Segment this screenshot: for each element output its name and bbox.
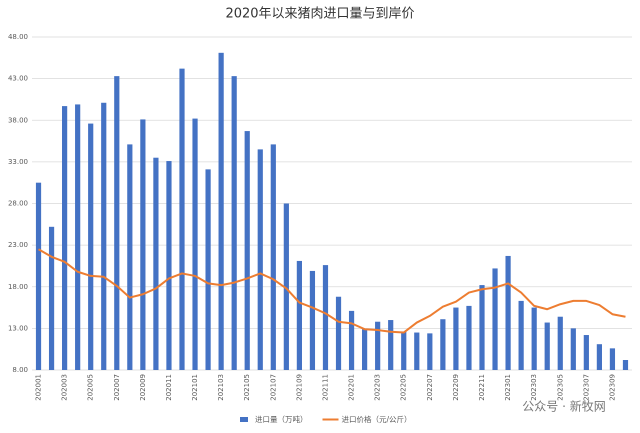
y-tick-label: 8.00: [12, 366, 28, 374]
bar: [492, 268, 498, 370]
bar: [179, 68, 185, 370]
bar: [544, 322, 550, 370]
x-tick-label: 202301: [504, 374, 512, 401]
bar: [166, 161, 172, 370]
y-tick-label: 43.00: [8, 75, 28, 83]
x-tick-label: 202211: [478, 374, 486, 401]
bar: [192, 118, 198, 371]
bar: [48, 226, 55, 370]
bar: [114, 76, 120, 370]
bar: [257, 149, 263, 370]
bar: [205, 169, 211, 370]
watermark: 公众号 · 新牧网: [522, 399, 605, 414]
x-tick-label: 202305: [556, 374, 564, 401]
x-tick-label: 202009: [139, 374, 147, 401]
x-tick-label: 202103: [217, 374, 225, 401]
bar: [622, 360, 629, 370]
bar: [244, 131, 250, 370]
x-tick-label: 202309: [608, 374, 616, 401]
bar: [388, 320, 394, 370]
bar: [101, 102, 107, 370]
y-tick-label: 28.00: [8, 200, 28, 208]
bar: [62, 106, 68, 370]
bar: [140, 119, 146, 370]
bar: [296, 260, 302, 370]
x-tick-label: 202101: [191, 374, 199, 401]
legend-label: 进口价格（元/公斤）: [342, 414, 412, 424]
bar: [609, 348, 616, 370]
legend-swatch: [240, 417, 248, 422]
bar: [596, 344, 602, 370]
bar: [518, 300, 524, 370]
x-tick-label: 202109: [295, 374, 303, 401]
x-tick-label: 202007: [113, 374, 121, 401]
bar: [283, 203, 289, 370]
bar: [322, 265, 329, 370]
legend-label: 进口量（万吨）: [255, 414, 308, 424]
x-tick-label: 202203: [374, 374, 382, 401]
x-tick-label: 202111: [321, 374, 329, 401]
bar: [270, 144, 276, 370]
y-tick-label: 38.00: [8, 116, 28, 124]
chart-title: 2020年以来猪肉进口量与到岸价: [225, 7, 414, 22]
bar: [427, 333, 433, 370]
bar: [153, 157, 159, 370]
bar: [453, 307, 459, 370]
y-tick-label: 33.00: [8, 158, 28, 166]
x-tick-label: 202105: [243, 374, 251, 401]
bar: [231, 76, 237, 370]
y-tick-label: 18.00: [8, 283, 28, 291]
line: [38, 248, 626, 334]
bar: [309, 270, 316, 370]
bar: [557, 316, 563, 370]
bar: [531, 307, 537, 370]
bar: [88, 123, 94, 370]
bar: [466, 305, 472, 370]
bar: [335, 296, 342, 370]
bar: [401, 331, 407, 370]
bar: [348, 310, 355, 370]
y-tick-label: 48.00: [8, 33, 28, 41]
bar: [35, 182, 42, 370]
y-tick-label: 23.00: [8, 241, 28, 249]
bar: [75, 104, 81, 371]
bar: [414, 332, 420, 370]
x-tick-label: 202303: [530, 374, 538, 401]
bar: [127, 144, 133, 370]
x-tick-label: 202005: [87, 374, 95, 401]
bar: [583, 335, 589, 370]
bar: [570, 328, 576, 370]
bar: [479, 285, 485, 370]
bar: [505, 255, 511, 370]
bar: [218, 52, 224, 370]
x-tick-label: 202209: [452, 374, 460, 401]
x-tick-label: 202205: [400, 374, 408, 401]
x-tick-label: 202107: [269, 374, 277, 401]
x-tick-label: 202201: [348, 374, 356, 401]
bar: [440, 319, 446, 370]
x-tick-label: 202307: [582, 374, 590, 401]
bar: [375, 321, 381, 370]
x-tick-label: 202011: [165, 374, 173, 401]
x-tick-label: 202207: [426, 374, 434, 401]
y-tick-label: 13.00: [8, 324, 28, 332]
x-tick-label: 202001: [35, 374, 43, 401]
bar: [362, 329, 368, 370]
x-tick-label: 202003: [61, 374, 69, 401]
